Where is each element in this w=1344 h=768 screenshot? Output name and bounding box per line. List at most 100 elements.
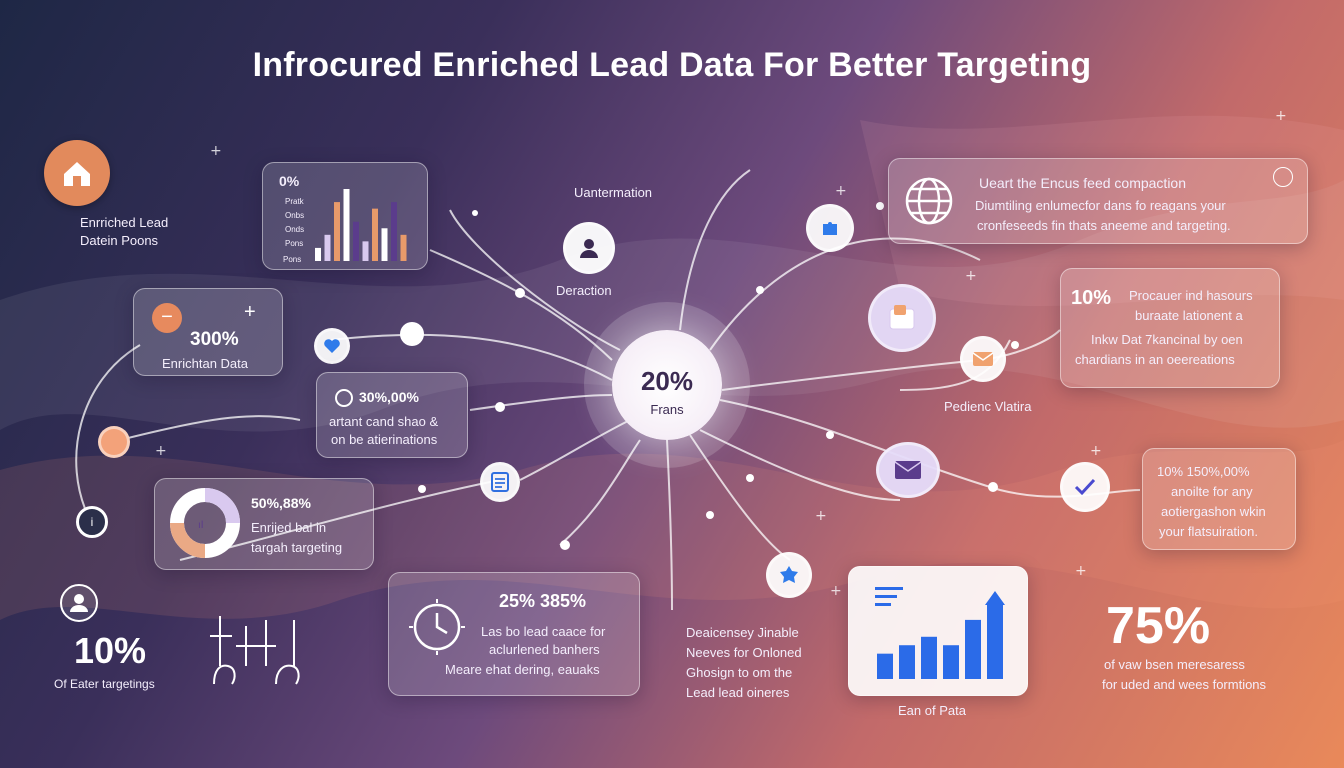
chart-legend-line [875,595,897,598]
check-icon [1060,462,1110,512]
growth-bar-chart [875,587,1005,679]
bottom-right-line1: of vaw bsen meresaress [1104,657,1245,672]
bar [353,221,359,261]
clock-line2: aclurlened banhers [489,642,600,657]
analytics-line1: artant cand shao & [329,414,439,429]
middle-line2: Neeves for Onloned [686,645,802,660]
document-icon [480,462,520,502]
chart-legend-line [875,587,903,590]
bar [362,241,369,261]
bar [877,653,893,679]
bar [400,234,407,261]
check-line3: aotiergashon wkin [1161,504,1266,519]
svg-text:+: + [965,268,977,284]
person-icon [563,222,615,274]
pedienc-label: Pedienc Vlatira [944,399,1032,414]
hub-label: Frans [650,402,684,417]
minus-icon: − [152,303,182,333]
globe-card: Ueart the Encus feed compaction Diumtili… [888,158,1308,244]
middle-line4: Lead lead oineres [686,685,790,700]
central-hub: 20% Frans [612,330,722,440]
clock-pct: 25% 385% [499,591,587,611]
procurer-pct: 10% [1071,287,1112,309]
legend-item: Onds [285,225,305,234]
enrich-label: Enrichtan Data [162,356,248,371]
bottom-right-pct: 75% [1106,597,1211,655]
bar [324,234,331,261]
badge-icon [766,552,812,598]
bottom-left-label: Of Eater targetings [54,677,155,691]
clock-line1: Las bo lead caace for [481,624,606,639]
page-title: Infrocured Enriched Lead Data For Better… [252,46,1092,84]
svg-text:+: + [210,143,222,159]
badge-line1: Enrriched Lead [80,215,169,230]
procurer-line3: Inkw Dat 7kancinal by oen [1091,332,1243,347]
procurer-card: 10% Procauer ind hasours buraate latione… [1060,268,1280,388]
bar-chart-card: 0% Pratk Onbs Onds Pons Pons [262,162,428,270]
procurer-line1: Procauer ind hasours [1129,288,1253,303]
middle-line1: Deaicensey Jinable [686,625,799,640]
bar [987,603,1003,679]
globe-line1: Ueart the Encus feed compaction [979,175,1187,191]
check-card: 10% 150%,00% anoilte for any aotiergasho… [1142,448,1296,550]
hands-icon [210,616,300,685]
enrichment-card: − + 300% Enrichtan Data [133,288,283,376]
bar-card-caption: Pons [283,255,302,264]
globe-line3: cronfeseeds fin thats aneeme and targeti… [977,218,1231,233]
globe-icon [905,177,953,225]
procurer-line2: buraate lationent a [1135,308,1243,323]
clock-icon [409,599,465,655]
bar [334,202,340,261]
bar [943,645,959,679]
badge-line2: Datein Poons [80,233,159,248]
bar-chart-small [315,189,407,261]
info-node-icon: i [76,506,108,538]
svg-text:+: + [1090,443,1102,459]
bottom-left-pct: 10% [74,630,147,671]
clock-card: 25% 385% Las bo lead caace for aclurlene… [388,572,640,696]
svg-text:+: + [830,583,842,599]
donut-card: ıl 50%,88% Enrijed bal in targah targeti… [154,478,374,570]
bar [372,208,378,261]
bar [899,645,915,679]
check-line2: anoilte for any [1171,484,1253,499]
growth-chart-caption: Ean of Pata [898,703,966,718]
donut-line1: Enrijed bal in [251,520,327,535]
check-line4: your flatsuiration. [1159,524,1258,539]
tag-icon [868,284,936,352]
svg-text:+: + [1275,108,1287,124]
plus-icon: + [244,301,256,323]
analytics-card: 30%,00% artant cand shao & on be atierin… [316,372,468,458]
target-icon [335,389,353,407]
svg-text:+: + [1075,563,1087,579]
envelope-icon [876,442,940,498]
user-icon [60,584,98,622]
bar [315,247,321,261]
donut-chart: ıl [170,488,240,558]
hub-label-top: Uantermation [574,185,653,200]
svg-text:ıl: ıl [198,520,204,531]
clock-line3: Meare ehat dering, eauaks [445,662,600,677]
bottom-right-line2: for uded and wees formtions [1102,677,1267,692]
hub-pct: 20% [640,366,694,396]
bar [343,189,350,261]
svg-text:+: + [155,443,167,459]
house-icon [64,162,90,186]
bar-card-pct: 0% [279,173,300,189]
donut-line2: targah targeting [251,540,343,555]
mail-icon [960,336,1006,382]
hub-label-mid: Deraction [556,283,612,298]
middle-line3: Ghosign to om the [686,665,793,680]
check-line1: 10% 150%,00% [1157,464,1250,479]
bar [391,202,397,261]
legend-item: Pratk [285,197,304,206]
heart-icon [314,328,350,364]
legend-item: Onbs [285,211,305,220]
small-globe-icon [1273,167,1293,187]
bar [921,636,937,679]
svg-text:+: + [835,183,847,199]
svg-text:+: + [815,508,827,524]
house-badge [44,140,110,206]
enrich-pct: 300% [190,329,239,350]
